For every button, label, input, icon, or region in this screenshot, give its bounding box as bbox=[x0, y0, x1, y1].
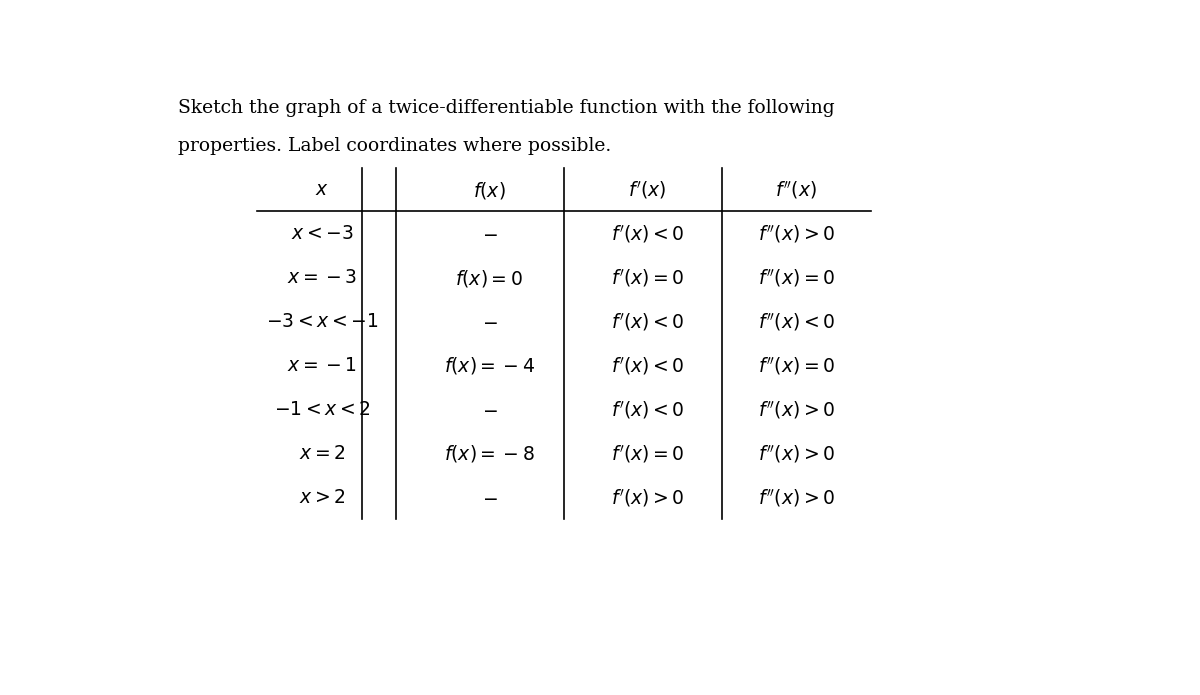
Text: $-$: $-$ bbox=[481, 401, 497, 419]
Text: $f'(x) = 0$: $f'(x) = 0$ bbox=[611, 443, 684, 465]
Text: $f(x) = 0$: $f(x) = 0$ bbox=[456, 268, 523, 288]
Text: $f'(x) < 0$: $f'(x) < 0$ bbox=[611, 355, 684, 377]
Text: $f''(x) > 0$: $f''(x) > 0$ bbox=[757, 443, 835, 465]
Text: $f''(x) = 0$: $f''(x) = 0$ bbox=[757, 355, 835, 377]
Text: $-3 < x < -1$: $-3 < x < -1$ bbox=[265, 313, 378, 331]
Text: $f(x) = -4$: $f(x) = -4$ bbox=[444, 355, 535, 377]
Text: $f'(x) < 0$: $f'(x) < 0$ bbox=[611, 223, 684, 245]
Text: $x = -1$: $x = -1$ bbox=[287, 357, 356, 375]
Text: $f''(x)$: $f''(x)$ bbox=[775, 179, 817, 202]
Text: $f'(x) = 0$: $f'(x) = 0$ bbox=[611, 267, 684, 289]
Text: $-1 < x < 2$: $-1 < x < 2$ bbox=[274, 401, 371, 419]
Text: $f''(x) > 0$: $f''(x) > 0$ bbox=[757, 399, 835, 421]
Text: $f''(x) < 0$: $f''(x) < 0$ bbox=[757, 311, 835, 333]
Text: $-$: $-$ bbox=[481, 313, 497, 331]
Text: $f''(x) = 0$: $f''(x) = 0$ bbox=[757, 267, 835, 289]
Text: properties. Label coordinates where possible.: properties. Label coordinates where poss… bbox=[178, 137, 611, 155]
Text: $-$: $-$ bbox=[481, 489, 497, 507]
Text: $f'(x)$: $f'(x)$ bbox=[629, 179, 667, 202]
Text: $-$: $-$ bbox=[481, 225, 497, 243]
Text: $f(x)$: $f(x)$ bbox=[473, 180, 505, 201]
Text: $f''(x) > 0$: $f''(x) > 0$ bbox=[757, 223, 835, 245]
Text: $x = 2$: $x = 2$ bbox=[299, 445, 346, 463]
Text: $f(x) = -8$: $f(x) = -8$ bbox=[444, 443, 535, 464]
Text: $f'(x) < 0$: $f'(x) < 0$ bbox=[611, 399, 684, 421]
Text: $f'(x) > 0$: $f'(x) > 0$ bbox=[611, 486, 684, 509]
Text: $f'(x) < 0$: $f'(x) < 0$ bbox=[611, 311, 684, 333]
Text: $x < -3$: $x < -3$ bbox=[290, 225, 353, 243]
Text: $x = -3$: $x = -3$ bbox=[287, 269, 358, 287]
Text: Sketch the graph of a twice-differentiable function with the following: Sketch the graph of a twice-differentiab… bbox=[178, 99, 834, 117]
Text: $x > 2$: $x > 2$ bbox=[299, 489, 346, 507]
Text: $f''(x) > 0$: $f''(x) > 0$ bbox=[757, 486, 835, 509]
Text: $x$: $x$ bbox=[316, 181, 329, 199]
